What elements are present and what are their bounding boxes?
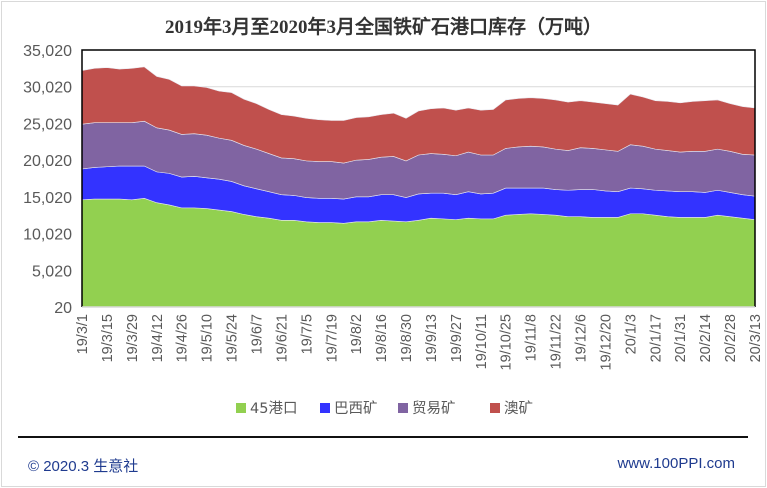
x-tick-label: 19/7/19 — [324, 314, 340, 362]
x-tick-label: 19/10/25 — [499, 314, 515, 370]
x-tick-label: 19/4/12 — [150, 314, 166, 362]
y-tick-label: 20 — [54, 300, 72, 317]
website-link[interactable]: www.100PPI.com — [617, 455, 735, 472]
x-tick-label: 19/12/20 — [598, 314, 614, 370]
copyright-text: © 2020.3 生意社 — [28, 458, 139, 475]
x-tick-label: 19/11/22 — [549, 314, 565, 369]
x-tick-label: 19/9/27 — [449, 314, 465, 362]
y-tick-label: 35,020 — [23, 43, 72, 60]
chart-title: 2019年3月至2020年3月全国铁矿石港口库存（万吨） — [164, 17, 602, 38]
legend-label: 贸易矿 — [412, 400, 456, 417]
legend-swatch — [490, 403, 500, 413]
legend-label: 巴西矿 — [334, 400, 378, 417]
x-tick-label: 19/9/13 — [424, 314, 440, 362]
legend-swatch — [320, 403, 330, 413]
x-tick-label: 19/8/2 — [349, 314, 365, 354]
legend-swatch — [236, 403, 246, 413]
legend-swatch — [398, 403, 408, 413]
y-tick-label: 30,020 — [23, 80, 72, 97]
y-tick-label: 20,020 — [23, 153, 72, 170]
x-tick-label: 19/8/30 — [399, 314, 415, 362]
x-tick-label: 20/1/31 — [673, 314, 689, 362]
x-tick-label: 19/6/7 — [249, 314, 265, 354]
x-tick-label: 19/7/5 — [299, 314, 315, 354]
x-tick-label: 19/8/16 — [374, 314, 390, 362]
x-tick-label: 19/6/21 — [274, 314, 290, 362]
x-tick-label: 19/10/11 — [474, 314, 490, 369]
x-tick-label: 20/2/14 — [698, 314, 714, 362]
stacked-area-chart: 20 5,020 10,020 15,020 20,020 25,020 30,020 35,… — [23, 43, 764, 417]
x-tick-label: 19/3/1 — [75, 314, 91, 354]
legend-label: 澳矿 — [504, 400, 533, 417]
y-tick-label: 5,020 — [32, 263, 72, 280]
legend-label: 45港口 — [250, 400, 297, 417]
x-tick-label: 19/4/26 — [175, 314, 191, 362]
plot-border — [81, 49, 756, 307]
x-tick-label: 19/12/6 — [574, 314, 590, 362]
x-tick-label: 19/5/24 — [225, 314, 241, 362]
y-tick-label: 25,020 — [23, 116, 72, 133]
x-tick-label: 19/3/15 — [100, 314, 116, 362]
x-tick-label: 20/1/17 — [648, 314, 664, 362]
x-tick-label: 20/3/13 — [748, 314, 764, 362]
footer-divider — [18, 436, 748, 438]
y-tick-label: 15,020 — [23, 190, 72, 207]
x-tick-label: 19/5/10 — [200, 314, 216, 362]
x-tick-label: 19/3/29 — [125, 314, 141, 362]
x-tick-label: 19/11/8 — [524, 314, 540, 361]
x-tick-label: 20/1/3 — [623, 314, 639, 354]
y-tick-label: 10,020 — [23, 227, 72, 244]
x-tick-label: 20/2/28 — [723, 314, 739, 362]
